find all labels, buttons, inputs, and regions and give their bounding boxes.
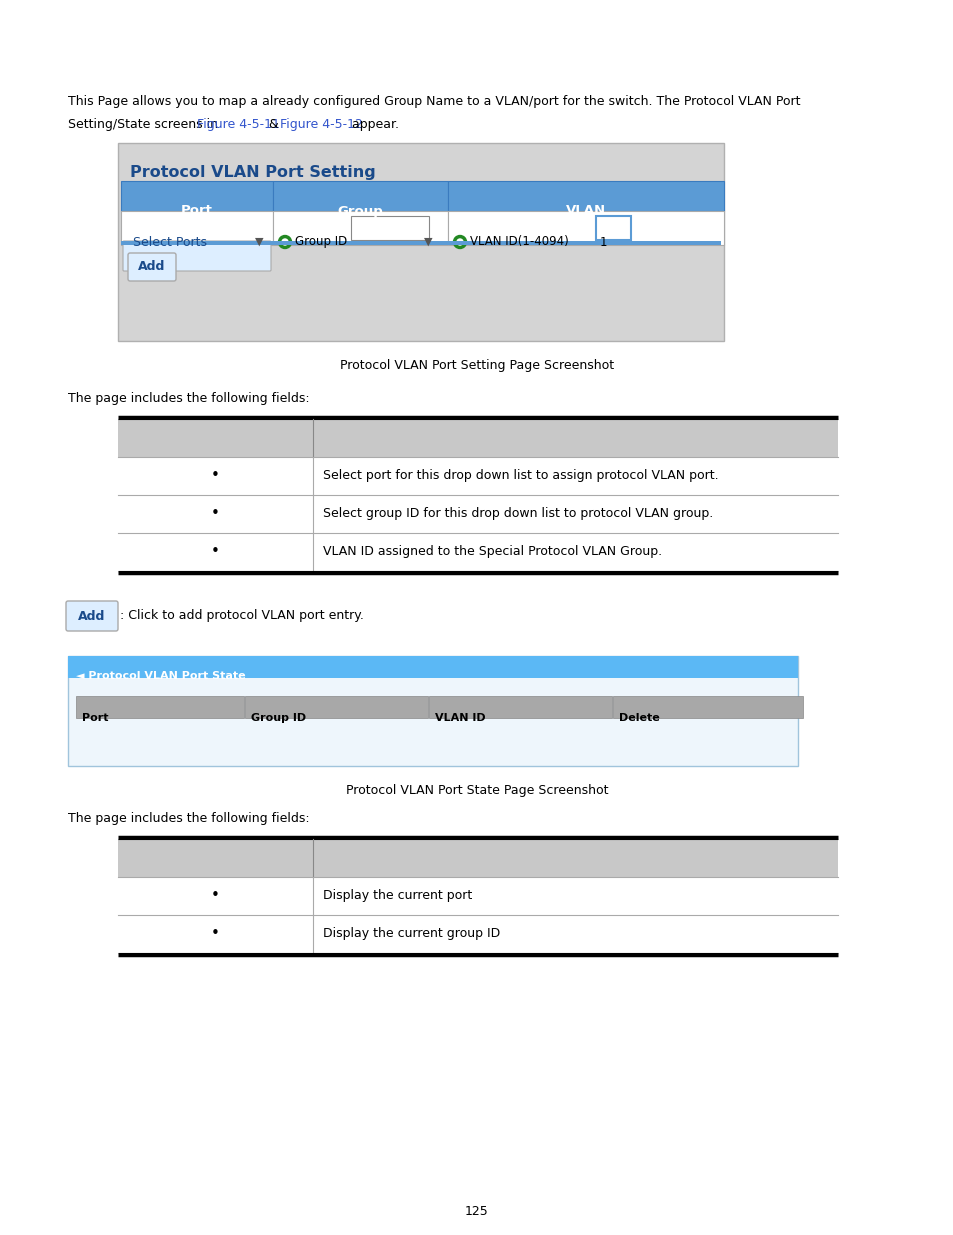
Text: VLAN ID assigned to the Special Protocol VLAN Group.: VLAN ID assigned to the Special Protocol… — [323, 546, 661, 558]
Text: Figure 4-5-12: Figure 4-5-12 — [280, 119, 363, 131]
Bar — [118, 419, 837, 457]
Text: Delete: Delete — [618, 713, 659, 722]
Bar — [118, 839, 837, 877]
Text: Add: Add — [138, 261, 166, 273]
Text: Display the current port: Display the current port — [323, 889, 472, 903]
Text: Display the current group ID: Display the current group ID — [323, 927, 499, 941]
Text: Port: Port — [82, 713, 109, 722]
Text: Group: Group — [337, 205, 383, 217]
Text: Select Ports: Select Ports — [132, 236, 207, 248]
Text: Add: Add — [78, 610, 106, 622]
Bar — [613, 697, 802, 718]
Text: Port: Port — [181, 205, 213, 217]
FancyBboxPatch shape — [128, 253, 175, 282]
Bar — [68, 656, 797, 766]
Text: This Page allows you to map a already configured Group Name to a VLAN/port for t: This Page allows you to map a already co… — [68, 95, 800, 107]
Bar — [448, 182, 723, 211]
Text: •: • — [211, 468, 219, 483]
Text: appear.: appear. — [347, 119, 398, 131]
Circle shape — [278, 236, 292, 248]
Text: &: & — [265, 119, 282, 131]
FancyBboxPatch shape — [123, 241, 271, 270]
Bar — [76, 697, 244, 718]
Bar — [596, 216, 630, 240]
Text: Setting/State screens in: Setting/State screens in — [68, 119, 222, 131]
Text: Select group ID for this drop down list to protocol VLAN group.: Select group ID for this drop down list … — [323, 508, 713, 520]
Bar — [429, 697, 612, 718]
Circle shape — [282, 240, 288, 245]
Text: Select port for this drop down list to assign protocol VLAN port.: Select port for this drop down list to a… — [323, 469, 718, 483]
Text: : Click to add protocol VLAN port entry.: : Click to add protocol VLAN port entry. — [120, 610, 363, 622]
Text: ▼: ▼ — [254, 237, 263, 247]
Text: Group ID: Group ID — [251, 713, 306, 722]
Text: Group ID: Group ID — [294, 236, 347, 248]
Text: VLAN ID: VLAN ID — [435, 713, 485, 722]
Bar — [121, 211, 273, 245]
Text: •: • — [211, 888, 219, 904]
Bar — [273, 182, 448, 211]
Text: 125: 125 — [465, 1205, 488, 1218]
Bar — [118, 143, 723, 341]
Circle shape — [453, 236, 466, 248]
Text: Protocol VLAN Port State Page Screenshot: Protocol VLAN Port State Page Screenshot — [345, 784, 608, 797]
Text: The page includes the following fields:: The page includes the following fields: — [68, 391, 310, 405]
Bar — [68, 656, 797, 678]
Bar — [351, 216, 429, 240]
Bar — [121, 182, 273, 211]
Bar — [273, 211, 448, 245]
Bar — [245, 697, 428, 718]
Text: Protocol VLAN Port Setting Page Screenshot: Protocol VLAN Port Setting Page Screensh… — [339, 359, 614, 372]
Text: •: • — [211, 545, 219, 559]
Bar — [121, 241, 720, 245]
FancyBboxPatch shape — [66, 601, 118, 631]
Text: Protocol VLAN Port Setting: Protocol VLAN Port Setting — [130, 165, 375, 180]
Circle shape — [456, 240, 462, 245]
Text: The page includes the following fields:: The page includes the following fields: — [68, 811, 310, 825]
Text: ◄ Protocol VLAN Port State: ◄ Protocol VLAN Port State — [76, 671, 245, 680]
Text: VLAN ID(1-4094): VLAN ID(1-4094) — [470, 236, 568, 248]
Text: VLAN: VLAN — [565, 205, 605, 217]
Text: ▼: ▼ — [423, 237, 432, 247]
Text: 1: 1 — [599, 236, 607, 248]
Text: Figure 4-5-11: Figure 4-5-11 — [197, 119, 280, 131]
Text: •: • — [211, 926, 219, 941]
Text: •: • — [211, 506, 219, 521]
Bar — [448, 211, 723, 245]
